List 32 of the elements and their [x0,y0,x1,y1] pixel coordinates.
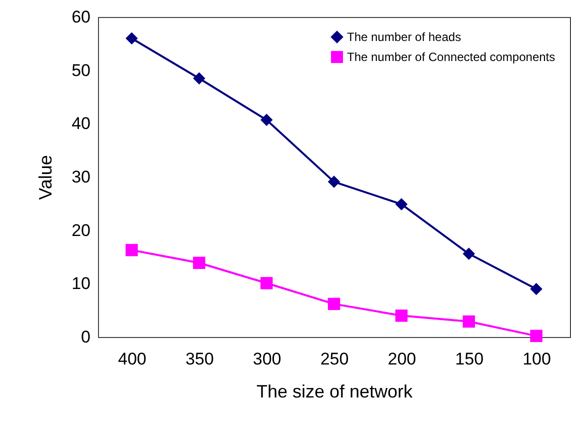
x-tick-label: 100 [522,350,551,368]
point [328,298,340,310]
x-axis-title: The size of network [256,382,414,402]
point [395,198,408,210]
x-tick-label: 400 [118,350,146,368]
point [260,277,273,290]
point [126,32,138,44]
point [395,310,408,322]
point [328,176,340,188]
x-tick-label: 300 [252,350,282,368]
point [462,315,475,328]
x-tick-label: 350 [185,350,214,368]
point [530,330,542,342]
point [193,72,206,84]
y-tick-label: 10 [72,274,90,294]
y-tick-label: 60 [72,8,90,26]
legend-label: The number of heads [347,30,462,44]
point [126,244,138,256]
y-tick-label: 50 [72,60,90,80]
point [462,248,475,260]
y-tick-label: 30 [72,168,90,186]
point [260,114,273,126]
y-axis-title: Value [36,155,56,200]
y-tick-label: 40 [72,114,90,134]
y-tick-label: 0 [81,328,90,346]
y-tick-label: 20 [72,220,90,240]
point [193,256,206,269]
x-tick-label: 200 [388,350,416,368]
x-tick-label: 250 [320,350,349,368]
x-tick-label: 150 [455,350,484,368]
legend-label: The number of Connected components [347,50,556,64]
point [530,282,542,296]
